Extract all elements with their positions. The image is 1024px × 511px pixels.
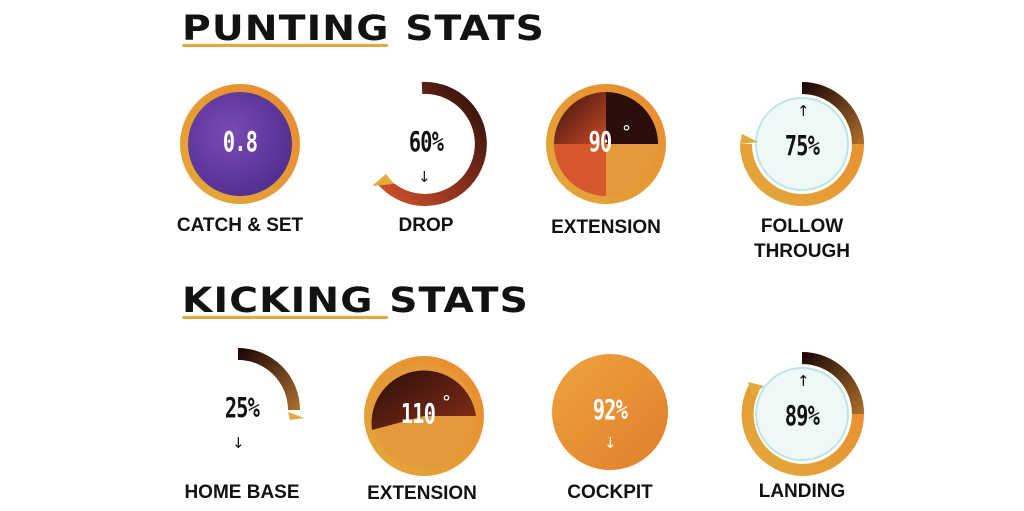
home-base-value: 25% xyxy=(224,391,260,424)
down-arrow-icon: ↓ xyxy=(232,434,245,452)
kicking-extension-label: EXTENSION xyxy=(367,483,477,504)
catch-and-set-label: CATCH & SET xyxy=(176,215,304,236)
follow-through-gauge xyxy=(740,82,864,207)
degree-symbol: ° xyxy=(622,122,631,143)
punting-title-underline xyxy=(182,44,388,47)
follow-through-value: 75% xyxy=(784,129,820,162)
degree-symbol: ° xyxy=(442,392,451,413)
home-base-gauge xyxy=(237,348,304,420)
stat-home-base: 25% ↓ xyxy=(180,348,304,472)
punting-extension-label: EXTENSION xyxy=(551,217,661,238)
catch-and-set-value: 0.8 xyxy=(222,125,258,158)
kicking-title-underline xyxy=(182,316,388,319)
down-arrow-icon: ↓ xyxy=(418,168,431,186)
drop-gauge xyxy=(372,81,487,206)
up-arrow-icon: ↑ xyxy=(797,372,810,390)
kicking-title-word1: KICKING xyxy=(182,281,374,321)
landing-label: LANDING xyxy=(758,481,846,502)
cockpit-value: 92% xyxy=(592,393,628,426)
punting-stats-title: PUNTING STATS xyxy=(182,12,545,47)
follow-through-label: FOLLOW THROUGH xyxy=(732,214,872,264)
kicking-title-word2: STATS xyxy=(389,281,530,321)
punting-title-word1: PUNTING xyxy=(182,9,390,49)
kicking-stats-title: KICKING STATS xyxy=(182,284,529,319)
stat-follow-through: ↑ 75% xyxy=(740,82,864,207)
up-arrow-icon: ↑ xyxy=(797,102,810,120)
stat-landing: ↑ 89% xyxy=(740,352,864,477)
stat-kicking-extension: 110 ° xyxy=(362,354,486,478)
punting-extension-gauge xyxy=(546,84,666,204)
drop-value: 60% xyxy=(408,125,444,158)
catch-and-set-gauge xyxy=(180,84,300,204)
drop-label: DROP xyxy=(398,215,454,236)
stat-catch-and-set: 0.8 xyxy=(178,82,302,206)
home-base-label: HOME BASE xyxy=(184,482,300,503)
stat-punting-extension: 90 ° xyxy=(544,82,668,206)
follow-through-label-line1: FOLLOW xyxy=(760,216,844,237)
kicking-extension-gauge xyxy=(364,356,484,476)
landing-gauge xyxy=(741,352,864,477)
stat-drop: 60% ↓ xyxy=(364,81,488,206)
cockpit-gauge xyxy=(552,354,668,470)
follow-through-label-line2: THROUGH xyxy=(753,241,851,262)
down-arrow-icon: ↓ xyxy=(604,434,617,452)
landing-value: 89% xyxy=(784,399,820,432)
stat-cockpit: 92% ↓ xyxy=(548,350,672,474)
punting-title-word2: STATS xyxy=(405,9,546,49)
kicking-extension-value: 110 xyxy=(400,397,436,430)
cockpit-label: COCKPIT xyxy=(567,482,653,503)
punting-extension-value: 90 xyxy=(588,125,613,158)
